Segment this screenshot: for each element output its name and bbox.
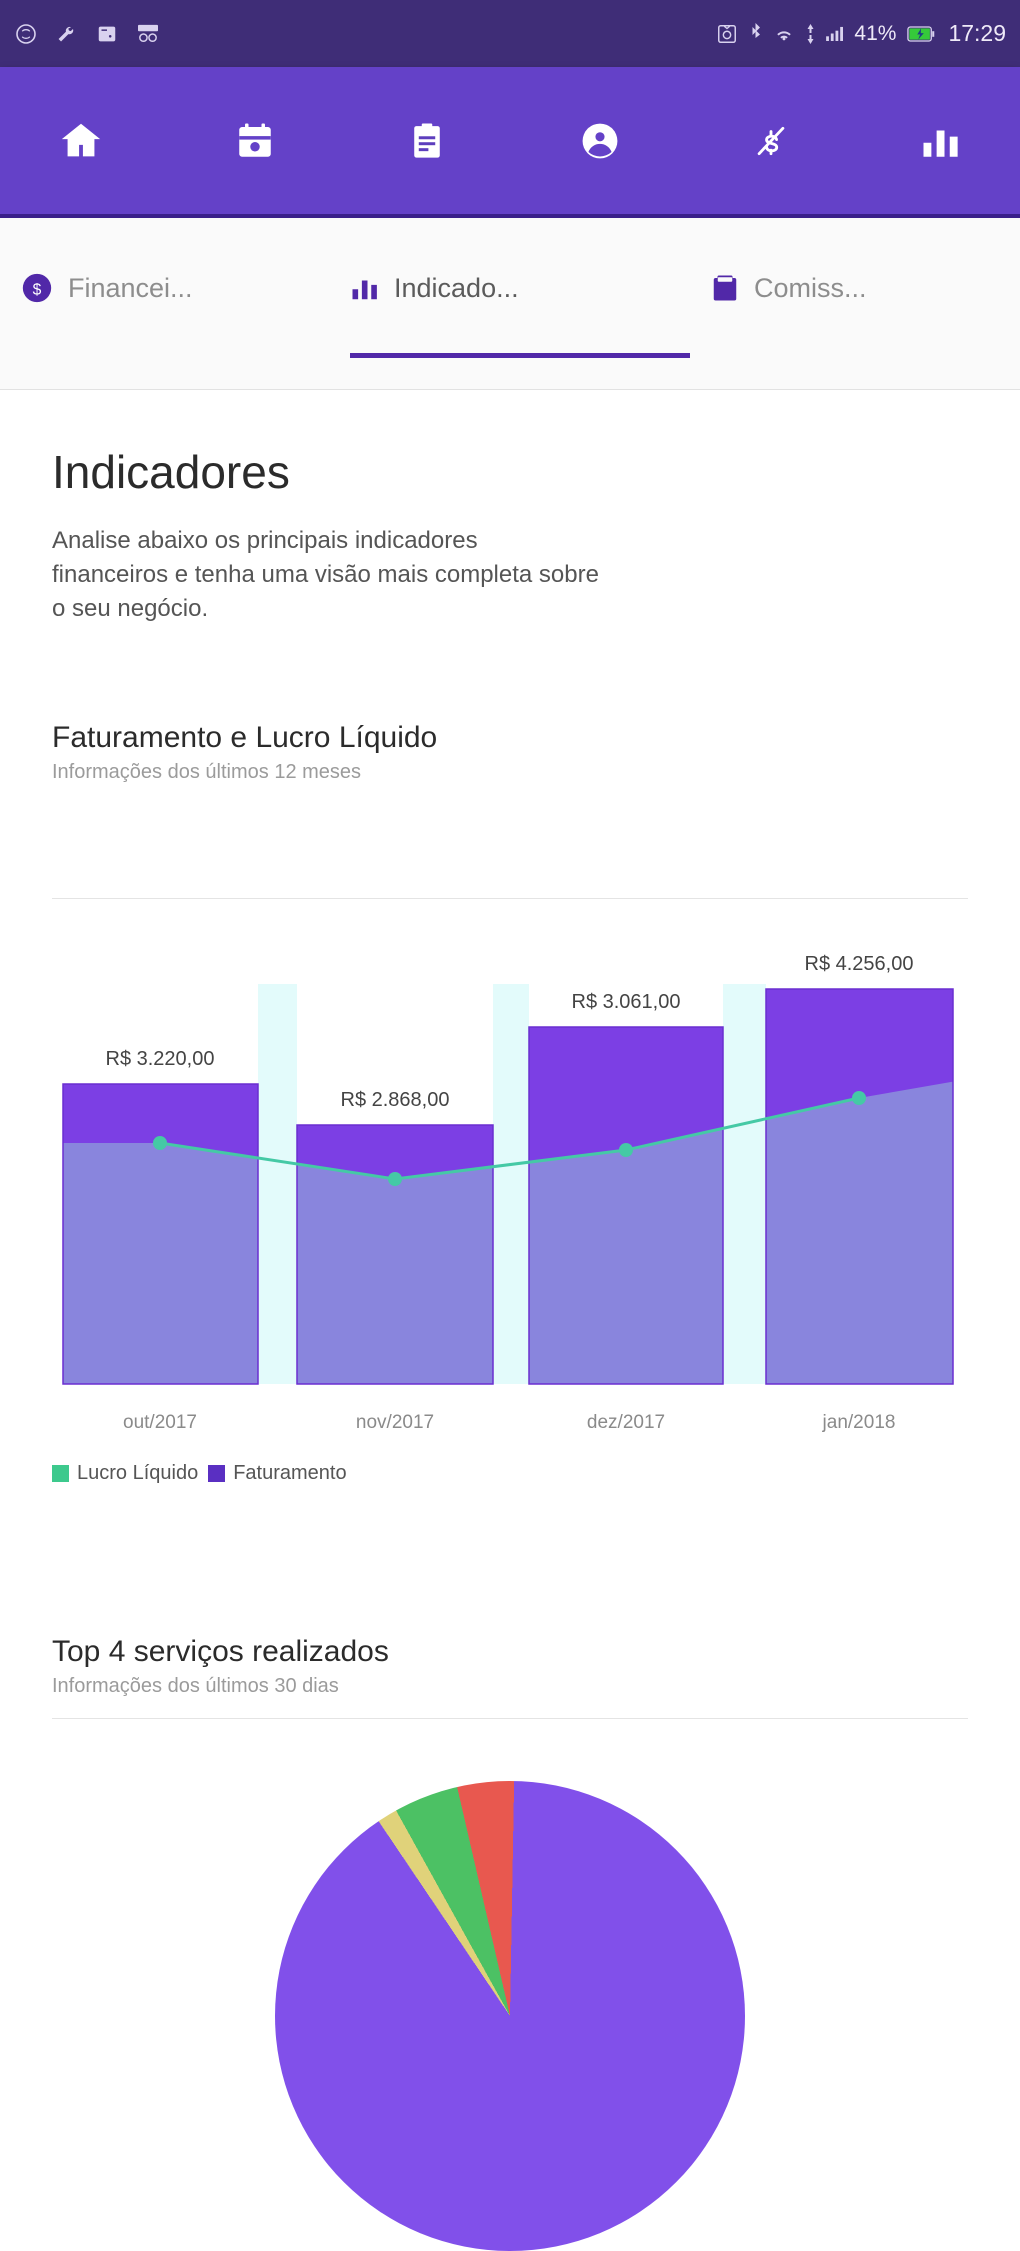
svg-text:dez/2017: dez/2017 [587, 1412, 665, 1433]
svg-text:R$ 3.061,00: R$ 3.061,00 [572, 991, 681, 1013]
svg-text:nov/2017: nov/2017 [356, 1412, 434, 1433]
svg-text:jan/2018: jan/2018 [822, 1412, 896, 1433]
svg-text:$: $ [33, 281, 42, 298]
svg-text:R$ 4.256,00: R$ 4.256,00 [805, 953, 914, 975]
svg-text:R$ 3.220,00: R$ 3.220,00 [106, 1048, 215, 1070]
svg-text:R$ 2.868,00: R$ 2.868,00 [341, 1089, 450, 1111]
svg-text:out/2017: out/2017 [123, 1412, 197, 1433]
